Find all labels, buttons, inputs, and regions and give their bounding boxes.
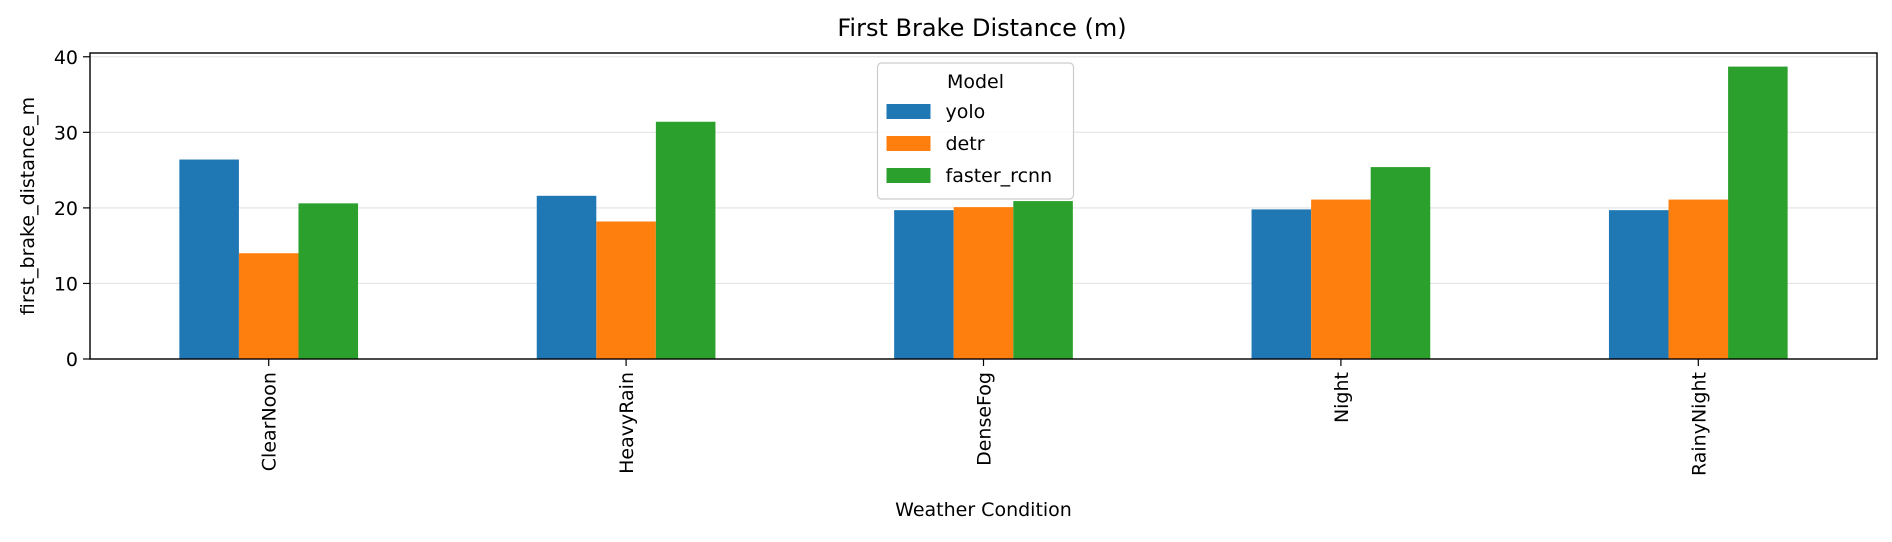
y-tick-label: 0 [66,349,78,371]
bar-detr-HeavyRain [596,221,656,359]
bar-yolo-DenseFog [894,210,954,359]
bar-faster_rcnn-Night [1370,167,1431,359]
bar-detr-RainyNight [1668,199,1729,359]
bars [179,66,1788,359]
bar-faster_rcnn-DenseFog [1013,201,1073,359]
legend-items: yolo detr faster_rcnn [886,101,1053,187]
x-tick-label: Night [1331,372,1353,423]
x-tick-label: DenseFog [974,372,996,466]
legend-swatch-faster_rcnn [886,168,931,183]
bar-detr-Night [1311,199,1371,359]
legend: Model yolo detr faster_rcnn [876,62,1075,200]
legend-label-yolo: yolo [946,101,986,123]
bar-faster_rcnn-RainyNight [1728,66,1788,359]
bar-yolo-RainyNight [1608,210,1669,359]
y-axis-label: first_brake_distance_m [17,97,39,315]
legend-label-detr: detr [946,133,985,155]
y-tick-label: 20 [54,198,78,220]
y-axis: 0 10 20 30 40 [54,47,90,371]
legend-title: Model [947,71,1004,93]
legend-swatch-yolo [886,104,931,119]
x-tick-label: ClearNoon [259,372,281,471]
legend-label-faster_rcnn: faster_rcnn [946,165,1053,187]
bar-detr-ClearNoon [238,253,299,359]
chart-title: First Brake Distance (m) [837,14,1126,42]
y-tick-label: 30 [54,122,78,144]
bar-yolo-HeavyRain [536,195,597,359]
x-axis: ClearNoon HeavyRain DenseFog Night RainyNigh… [259,359,1710,476]
bar-faster_rcnn-ClearNoon [298,203,359,359]
x-axis-label: Weather Condition [895,499,1072,521]
bar-yolo-ClearNoon [179,159,239,359]
y-tick-label: 40 [54,47,78,69]
legend-swatch-detr [886,136,931,151]
bar-yolo-Night [1251,209,1312,359]
x-tick-label: HeavyRain [616,372,638,474]
bar-detr-DenseFog [953,207,1014,359]
x-tick-label: RainyNight [1688,372,1710,476]
bar-faster_rcnn-HeavyRain [655,121,716,359]
legend-box [876,62,1075,200]
y-tick-label: 10 [54,273,78,295]
